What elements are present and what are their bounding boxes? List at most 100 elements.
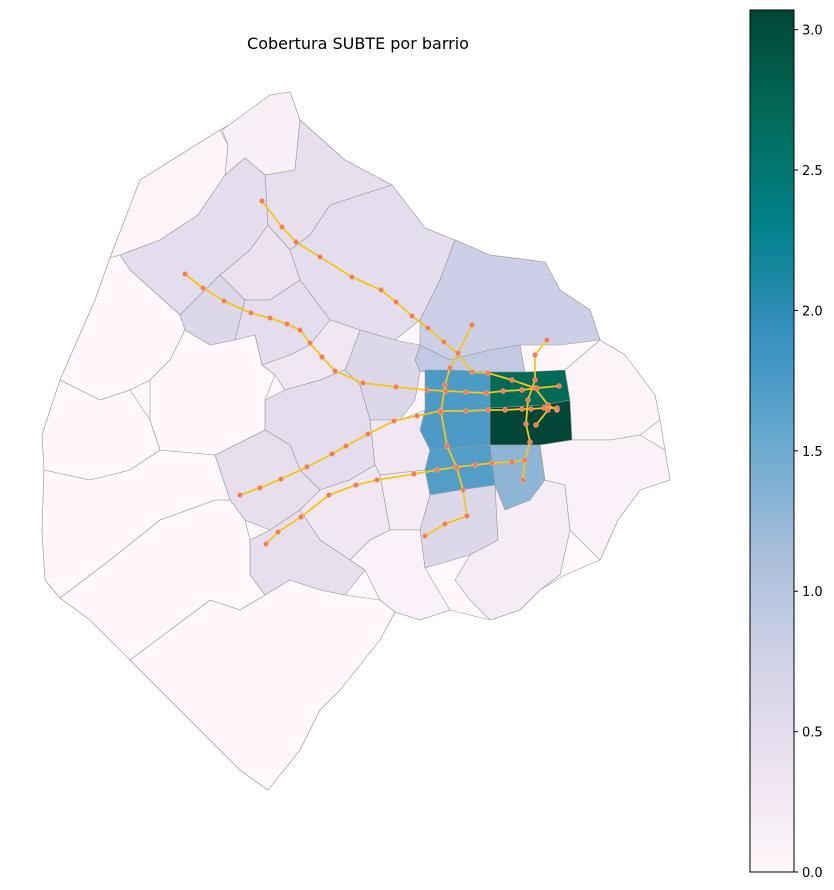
subte-line-h-station bbox=[438, 409, 444, 415]
subte-line-c-station bbox=[523, 421, 529, 427]
subte-line-b-station bbox=[267, 315, 273, 321]
subte-line-d-station bbox=[259, 198, 265, 204]
subte-line-c bbox=[522, 339, 548, 481]
subte-line-c-station bbox=[532, 377, 538, 383]
subte-line-e-station bbox=[434, 467, 440, 473]
subte-line-b-station bbox=[393, 384, 399, 390]
subte-line-d-station bbox=[441, 339, 447, 345]
subte-line-b-station bbox=[424, 387, 430, 393]
subte-line-b-station bbox=[200, 285, 206, 291]
subte-line-d-station bbox=[393, 299, 399, 305]
subte-line-a-station bbox=[237, 492, 243, 498]
map-canvas bbox=[41, 91, 671, 791]
subte-line-a-station bbox=[554, 405, 560, 411]
subte-line-h-station bbox=[422, 533, 428, 539]
subte-line-e-station bbox=[275, 529, 281, 535]
subte-line-h-station bbox=[454, 465, 460, 471]
subte-line-a-station bbox=[257, 485, 263, 491]
subte-line-a-station bbox=[463, 408, 469, 414]
subte-line-e-station bbox=[411, 471, 417, 477]
subte-line-b-station bbox=[248, 310, 254, 316]
colorbar-tick-label: 3.0 bbox=[802, 24, 823, 39]
subte-line-e-station bbox=[326, 492, 332, 498]
subte-line-c-station bbox=[544, 337, 550, 343]
subte-line-premetro bbox=[535, 409, 549, 426]
colorbar-tick-label: 2.5 bbox=[802, 164, 823, 179]
subte-line-b-station bbox=[221, 298, 227, 304]
colorbar-tick-label: 1.5 bbox=[802, 445, 823, 460]
colorbar-gradient bbox=[749, 9, 795, 873]
subte-line-a-station bbox=[414, 413, 420, 419]
subte-line-a-station bbox=[391, 418, 397, 424]
subte-line-e-station bbox=[509, 459, 515, 465]
subte-line-h-station bbox=[455, 350, 461, 356]
colorbar-tick-label: 0.5 bbox=[802, 726, 823, 741]
subte-line-b-station bbox=[360, 380, 366, 386]
subte-line-e-station bbox=[263, 541, 269, 547]
neighborhood-villa-soldati bbox=[349, 529, 451, 621]
subte-line-d-station bbox=[378, 287, 384, 293]
subte-line-d-station bbox=[317, 254, 323, 260]
subte-line-b-station bbox=[332, 368, 338, 374]
subte-line-b-station bbox=[534, 385, 540, 391]
subte-line-premetro-station bbox=[533, 422, 539, 428]
subte-line-d-station bbox=[279, 224, 285, 230]
subte-line-d-station bbox=[349, 274, 355, 280]
subte-line-c-station bbox=[520, 477, 526, 483]
subte-line-h-station bbox=[442, 382, 448, 388]
subte-line-e-station bbox=[472, 462, 478, 468]
subte-line-b bbox=[184, 273, 560, 394]
subte-line-b-station bbox=[443, 388, 449, 394]
subte-line-d-station bbox=[409, 313, 415, 319]
subte-line-h-station bbox=[460, 487, 466, 493]
subte-line-b-station bbox=[556, 383, 562, 389]
subte-line-b-station bbox=[284, 321, 290, 327]
colorbar-tick-label: 2.0 bbox=[802, 304, 823, 319]
subte-line-a-station bbox=[304, 464, 310, 470]
colorbar: 0.0 0.5 1.0 1.5 2.0 2.5 3.0 bbox=[749, 9, 823, 881]
subte-line-c-station bbox=[522, 457, 528, 463]
subte-line-b-station bbox=[500, 388, 506, 394]
subte-line-h-station bbox=[464, 513, 470, 519]
subte-line-a-station bbox=[365, 431, 371, 437]
subte-line-h-station bbox=[469, 322, 475, 328]
subte-line-b-station bbox=[319, 354, 325, 360]
subte-line-e-station bbox=[353, 482, 359, 488]
subte-line-h-station bbox=[442, 521, 448, 527]
subte-line-premetro-station bbox=[545, 407, 551, 413]
subte-line-c-station bbox=[525, 397, 531, 403]
subte-line-b-station bbox=[307, 340, 313, 346]
subte-line-d-station bbox=[485, 370, 491, 376]
neighborhood-villa-devoto bbox=[59, 254, 186, 401]
neighborhood-nueva-pompeya bbox=[379, 469, 431, 531]
neighborhood-puerto-madero bbox=[564, 339, 661, 441]
subte-line-a-station bbox=[519, 406, 525, 412]
subte-line-e-station bbox=[298, 514, 304, 520]
subte-line-b-station bbox=[519, 387, 525, 393]
subte-line-c-station bbox=[532, 352, 538, 358]
neighborhood-boca bbox=[539, 434, 671, 561]
neighborhood-palermo bbox=[419, 239, 601, 361]
subte-line-c-station bbox=[527, 439, 533, 445]
subte-line-e-station bbox=[489, 460, 495, 466]
map-title: Cobertura SUBTE por barrio bbox=[247, 34, 469, 53]
neighborhood-barracas bbox=[454, 479, 571, 621]
subte-line-b-station bbox=[182, 271, 188, 277]
subte-line-e-station bbox=[374, 477, 380, 483]
subte-line-a-station bbox=[278, 476, 284, 482]
subte-line-a-station bbox=[485, 407, 491, 413]
subte-line-a-station bbox=[329, 451, 335, 457]
subte-line-h-station bbox=[447, 365, 453, 371]
subte-line-a-station bbox=[343, 443, 349, 449]
subte-line-a-station bbox=[528, 406, 534, 412]
neighborhood-nunez bbox=[221, 91, 301, 176]
neighborhood-villa-del-parque bbox=[149, 329, 276, 456]
subte-line-b-station bbox=[483, 390, 489, 396]
neighborhood-versalles bbox=[41, 379, 161, 481]
subte-line-d-station bbox=[293, 239, 299, 245]
subte-line-d-station bbox=[425, 325, 431, 331]
colorbar-tick-label: 0.0 bbox=[802, 866, 823, 881]
subte-line-h-station bbox=[444, 443, 450, 449]
colorbar-tick-label: 1.0 bbox=[802, 585, 823, 600]
subte-line-d-station bbox=[469, 369, 475, 375]
